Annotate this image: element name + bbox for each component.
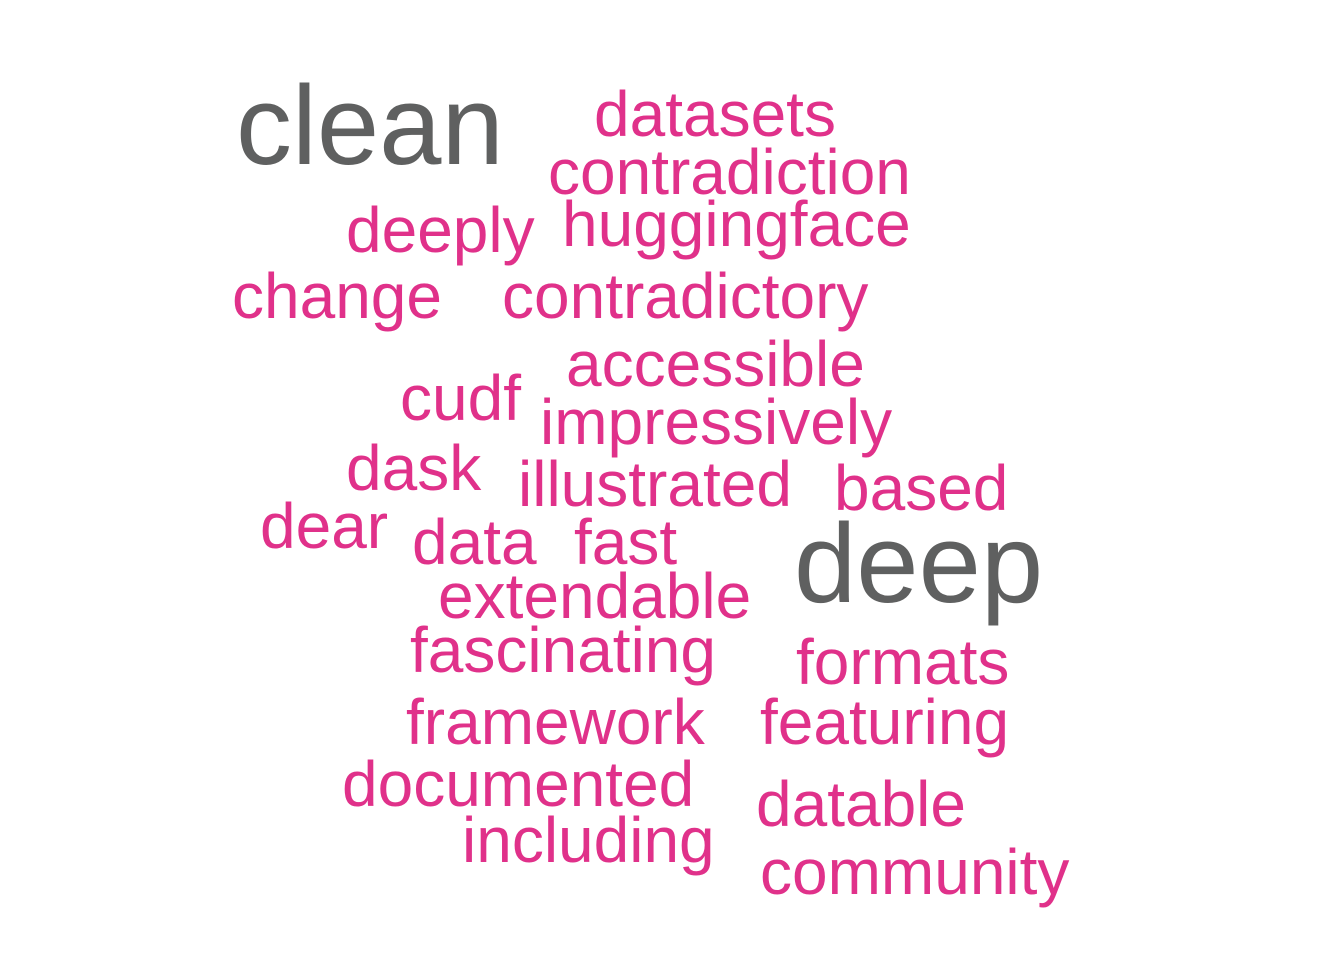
word-dear: dear	[260, 490, 389, 562]
word-formats: formats	[796, 626, 1010, 698]
word-extendable: extendable	[438, 560, 752, 632]
word-dask: dask	[346, 432, 482, 504]
word-huggingface: huggingface	[562, 188, 911, 260]
word-documented: documented	[342, 748, 695, 820]
word-contradiction: contradiction	[548, 136, 911, 208]
word-datable: datable	[756, 768, 966, 840]
word-deep: deep	[794, 501, 1044, 626]
word-including: including	[462, 804, 715, 876]
word-contradictory: contradictory	[502, 260, 869, 332]
word-fascinating: fascinating	[410, 614, 716, 686]
word-featuring: featuring	[760, 686, 1010, 758]
word-datasets: datasets	[594, 78, 836, 150]
word-deeply: deeply	[346, 194, 535, 266]
word-illustrated: illustrated	[518, 448, 792, 520]
word-change: change	[232, 260, 442, 332]
word-impressively: impressively	[540, 386, 893, 458]
word-community: community	[760, 836, 1070, 908]
word-based: based	[834, 452, 1009, 524]
word-framework: framework	[406, 686, 705, 758]
word-cudf: cudf	[400, 362, 521, 434]
word-clean: clean	[236, 63, 504, 188]
word-data: data	[412, 506, 537, 578]
word-fast: fast	[574, 506, 678, 578]
word-accessible: accessible	[566, 328, 865, 400]
